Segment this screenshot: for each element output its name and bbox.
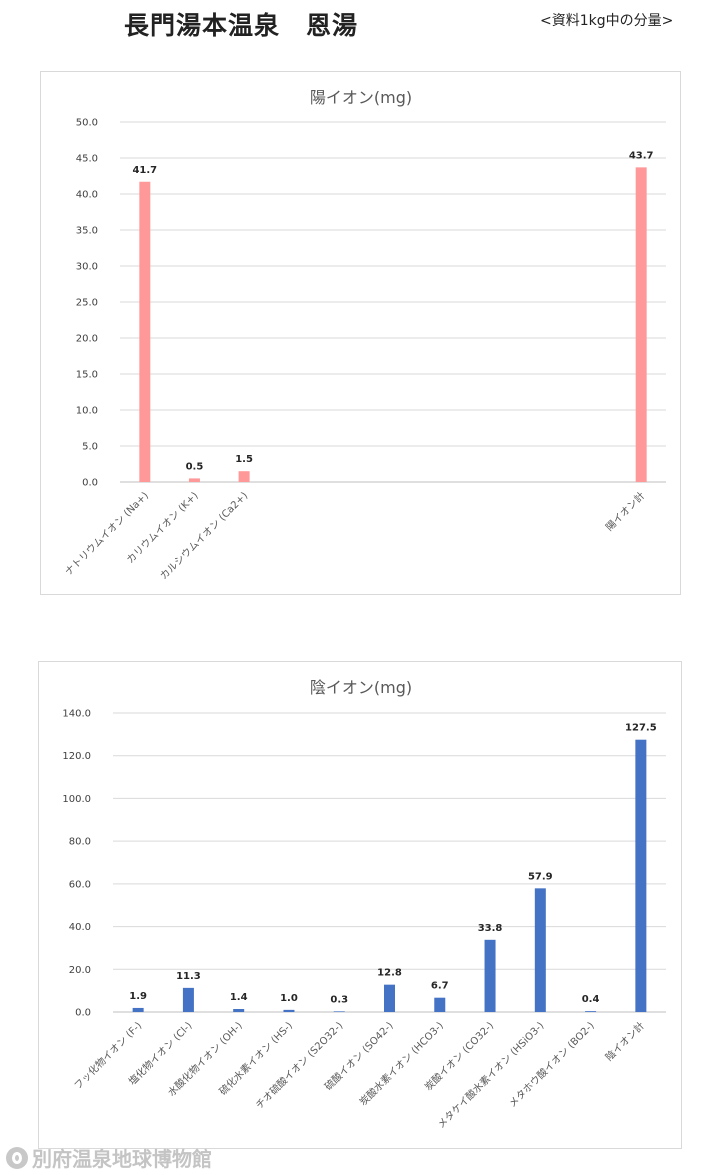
- anion-bar: [434, 997, 446, 1012]
- anion-chart-title: 陰イオン(mg): [310, 678, 412, 697]
- anion-y-tick-label: 0.0: [75, 1008, 91, 1019]
- museum-logo-icon: [6, 1146, 28, 1169]
- anion-chart: 陰イオン(mg) 0.0 20.0 40.0 60.0 80.0 100.0 120.0 140…: [38, 661, 682, 1149]
- cation-chart-title: 陽イオン(mg): [310, 88, 412, 107]
- cation-category-label: 陽イオン計: [603, 489, 648, 534]
- anion-bar: [233, 1009, 245, 1012]
- cation-bar: [188, 478, 200, 482]
- cation-y-tick-label: 5.0: [82, 442, 98, 453]
- cation-y-tick-label: 10.0: [76, 406, 98, 417]
- page-title: 長門湯本温泉 恩湯: [124, 11, 359, 40]
- anion-data-label: 0.4: [582, 994, 600, 1005]
- anion-category-label: 陰イオン計: [602, 1019, 647, 1064]
- anion-chart-svg: 陰イオン(mg) 0.0 20.0 40.0 60.0 80.0 100.0 120.0 140…: [62, 678, 666, 1131]
- anion-y-tick-label: 40.0: [69, 922, 91, 933]
- anion-bar: [585, 1011, 597, 1012]
- cation-y-tick-label: 50.0: [76, 118, 98, 129]
- cation-bar: [139, 181, 151, 482]
- anion-y-tick-label: 20.0: [69, 965, 91, 976]
- anion-bar: [484, 939, 496, 1012]
- cation-y-tick-label: 40.0: [76, 190, 98, 201]
- cation-category-label: ナトリウムイオン (Na+): [63, 490, 151, 578]
- anion-data-label: 33.8: [478, 923, 503, 934]
- anion-bar: [182, 987, 194, 1012]
- footer-logo: 別府温泉地球博物館: [6, 1143, 212, 1172]
- anion-bar: [333, 1011, 345, 1012]
- anion-y-tick-label: 60.0: [69, 879, 91, 890]
- cation-bar: [635, 167, 647, 483]
- footer-logo-text: 別府温泉地球博物館: [32, 1147, 212, 1171]
- cation-data-label: 43.7: [629, 150, 654, 161]
- anion-data-label: 12.8: [377, 968, 402, 979]
- anion-y-tick-label: 120.0: [62, 751, 91, 762]
- anion-data-label: 1.9: [129, 991, 147, 1002]
- cation-y-tick-label: 15.0: [76, 370, 98, 381]
- cation-y-tick-label: 0.0: [82, 478, 98, 489]
- anion-y-tick-label: 100.0: [62, 794, 91, 805]
- cation-y-tick-label: 25.0: [76, 298, 98, 309]
- anion-category-label: 炭酸水素イオン (HCO3-): [357, 1019, 446, 1108]
- anion-data-label: 1.0: [280, 993, 298, 1004]
- page-subtitle: <資料1kg中の分量>: [540, 13, 674, 29]
- cation-y-tick-label: 30.0: [76, 262, 98, 273]
- anion-data-label: 1.4: [230, 992, 248, 1003]
- anion-data-label: 127.5: [625, 723, 657, 734]
- anion-data-label: 57.9: [528, 871, 553, 882]
- anion-bar: [132, 1007, 144, 1012]
- cation-y-tick-label: 35.0: [76, 226, 98, 237]
- anion-data-label: 6.7: [431, 981, 449, 992]
- cation-category-label: カルシウムイオン (Ca2+): [158, 490, 251, 583]
- cation-data-label: 0.5: [186, 461, 204, 472]
- anion-bar: [283, 1009, 295, 1012]
- cation-chart: 陽イオン(mg) 0.0 5.0 10.0 15.0 20.0 25.0 30.0 35.0 40…: [40, 71, 681, 595]
- anion-category-label: メタホウ酸イオン (BO2-): [506, 1019, 597, 1110]
- cation-data-label: 41.7: [132, 165, 157, 176]
- anion-bar: [384, 984, 395, 1012]
- cation-bar: [238, 471, 250, 482]
- anion-data-label: 11.3: [176, 971, 201, 982]
- cation-y-tick-label: 45.0: [76, 154, 98, 165]
- anion-category-label: メタケイ酸水素イオン (HSiO3-): [435, 1019, 547, 1131]
- anion-bar: [635, 739, 647, 1012]
- cation-data-label: 1.5: [235, 454, 253, 465]
- anion-bar: [534, 888, 546, 1012]
- anion-data-label: 0.3: [330, 994, 348, 1005]
- cation-y-tick-label: 20.0: [76, 334, 98, 345]
- anion-y-tick-label: 80.0: [69, 837, 91, 848]
- anion-y-tick-label: 140.0: [62, 709, 91, 720]
- cation-chart-svg: 陽イオン(mg) 0.0 5.0 10.0 15.0 20.0 25.0 30.0 35.0 40…: [63, 88, 666, 583]
- anion-category-label: チオ硫酸イオン (S2O32-): [253, 1019, 346, 1112]
